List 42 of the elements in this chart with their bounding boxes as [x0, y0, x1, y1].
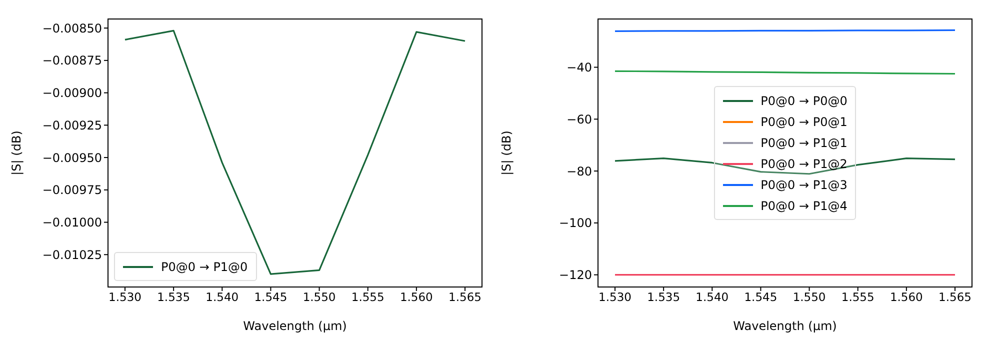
legend-label: P0@0 → P1@1 [760, 136, 848, 150]
x-tick-label: 1.565 [448, 290, 482, 304]
x-tick-label: 1.535 [157, 290, 190, 304]
legend-label: P0@0 → P1@0 [161, 260, 248, 274]
x-tick-label: 1.550 [792, 290, 826, 304]
legend-label: P0@0 → P1@4 [760, 198, 848, 212]
line-series [614, 158, 956, 175]
y-tick-label: −40 [566, 60, 592, 75]
x-tick-label: 1.550 [302, 290, 336, 304]
y-tick-label: −0.00900 [42, 86, 102, 100]
x-tick-label: 1.540 [696, 290, 729, 304]
x-tick-label: 1.530 [598, 290, 632, 304]
y-tick-label: −0.00850 [42, 21, 102, 36]
y-tick-label: −0.00925 [42, 118, 102, 132]
y-tick-label: −100 [559, 216, 592, 230]
x-tick-label: 1.555 [351, 290, 384, 304]
x-axis-title: Wavelength (µm) [243, 319, 347, 333]
y-tick-label: −0.01000 [42, 216, 102, 230]
y-tick-label: −60 [566, 112, 592, 126]
line-series [124, 30, 466, 275]
x-tick-label: 1.555 [841, 290, 874, 304]
x-tick-label: 1.560 [400, 290, 433, 304]
x-tick-label: 1.530 [108, 290, 142, 304]
x-tick-label: 1.545 [254, 290, 288, 304]
y-tick-label: −0.00875 [42, 54, 102, 68]
y-tick-label: −0.00950 [42, 150, 102, 165]
y-tick-label: −0.01025 [42, 248, 102, 262]
x-tick-label: 1.535 [647, 290, 680, 304]
y-tick-label: −80 [566, 164, 592, 178]
legend-label: P0@0 → P0@1 [760, 114, 848, 128]
legend-label: P0@0 → P1@3 [760, 178, 848, 192]
legend-label: P0@0 → P1@2 [760, 156, 848, 170]
y-tick-label: −0.00975 [42, 183, 102, 198]
x-tick-label: 1.560 [890, 290, 923, 304]
x-tick-label: 1.565 [938, 290, 972, 304]
y-tick-label: −120 [559, 268, 592, 282]
x-tick-label: 1.545 [744, 290, 778, 304]
y-axis-title: |S| (dB) [499, 130, 514, 176]
legend-label: P0@0 → P0@0 [760, 94, 848, 108]
x-tick-label: 1.540 [206, 290, 239, 304]
x-axis-title: Wavelength (µm) [733, 319, 837, 333]
y-axis-title: |S| (dB) [9, 130, 24, 176]
